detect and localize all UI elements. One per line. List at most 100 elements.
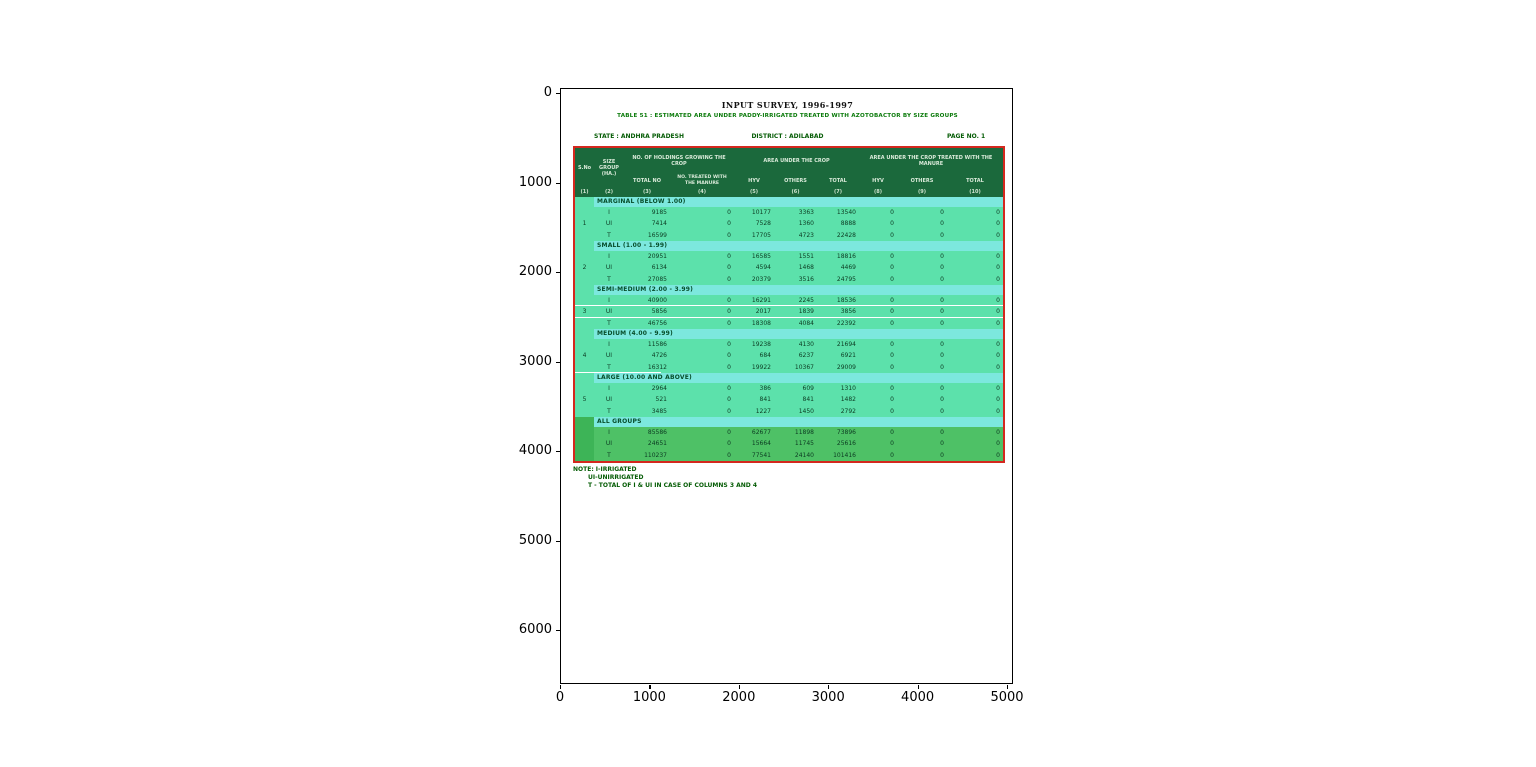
value-cell: 85586 [647,429,667,436]
note-line: UI-UNIRRIGATED [588,474,644,481]
value-cell: 0 [890,385,894,392]
col-number: (5) [749,189,759,196]
value-cell: 18536 [836,297,856,304]
size-group-band: MEDIUM (4.00 - 9.99) [575,329,1003,339]
value-cell: 21694 [836,341,856,348]
table-row: 5 UI 521 0 841 841 1482 0 0 0 [575,394,1003,406]
table-row: 2 UI 6134 0 4594 1468 4469 0 0 0 [575,262,1003,274]
value-cell: 0 [890,220,894,228]
value-cell: 40900 [647,297,667,304]
value-cell: 0 [890,363,894,371]
value-cell: 18308 [751,319,771,327]
value-cell: 1227 [755,407,771,415]
table-row: T 46756 0 18308 4084 22392 0 0 0 [575,317,1003,329]
table-body: MARGINAL (BELOW 1.00) I 9185 0 10177 3363 1354… [575,197,1003,461]
size-group-label: SMALL (1.00 - 1.99) [594,241,1003,251]
value-cell: 0 [996,253,1000,260]
value-cell: 2017 [755,308,771,316]
value-cell: 0 [727,264,731,272]
value-cell: 0 [727,396,731,404]
value-cell: 0 [940,253,944,260]
value-cell: 0 [727,451,731,459]
value-cell: 0 [727,231,731,239]
value-cell: 19922 [751,363,771,371]
y-tick-mark [556,630,560,632]
value-cell: 0 [940,319,944,327]
value-cell: 0 [940,407,944,415]
y-tick-mark [556,540,560,542]
row-type-cell: I [608,209,610,216]
value-cell: 0 [940,352,944,360]
group-number-cell [575,318,594,329]
value-cell: 4130 [798,341,814,348]
value-cell: 0 [727,363,731,371]
col-number: (10) [969,189,981,196]
group-number-cell [575,295,594,305]
value-cell: 11898 [794,429,814,436]
value-cell: 0 [940,385,944,392]
table-row: 1 UI 7414 0 7528 1360 8888 0 0 0 [575,218,1003,230]
header-no-treated: NO. TREATED WITH THE MANURE [677,175,727,186]
header-treated-total: TOTAL [966,177,984,184]
value-cell: 0 [890,319,894,327]
row-type-cell: T [607,231,611,239]
table-row: 3 UI 5856 0 2017 1839 3856 0 0 0 [575,306,1003,318]
group-number-cell: 1 [582,220,587,228]
y-tick-mark [556,361,560,363]
value-cell: 0 [996,407,1000,415]
value-cell: 0 [940,440,944,448]
value-cell: 1839 [798,308,814,316]
value-cell: 7414 [651,220,667,228]
value-cell: 0 [996,440,1000,448]
value-cell: 0 [890,308,894,316]
size-group-label: ALL GROUPS [594,417,1003,427]
value-cell: 24795 [836,275,856,283]
col-number: (2) [604,189,614,196]
scan-table-caption: TABLE 51 : ESTIMATED AREA UNDER PADDY-IR… [617,113,958,119]
value-cell: 4723 [798,231,814,239]
size-group-section: SMALL (1.00 - 1.99) I 20951 0 16585 1551 18816… [575,241,1003,285]
value-cell: 6134 [651,264,667,272]
y-tick-mark [556,93,560,95]
value-cell: 0 [940,308,944,316]
value-cell: 0 [727,385,731,392]
table-row: UI 24651 0 15664 11745 25616 0 0 0 [575,438,1003,450]
size-group-section: ALL GROUPS I 85586 0 62677 11898 73896 0 0 0 UI 246… [575,417,1003,461]
value-cell: 0 [727,352,731,360]
row-type-cell: I [608,385,610,392]
table-row: I 85586 0 62677 11898 73896 0 0 0 [575,427,1003,439]
value-cell: 0 [727,275,731,283]
header-sno: S.No [577,164,592,171]
value-cell: 25616 [836,440,856,448]
col-number: (9) [917,189,927,196]
table-row: T 16599 0 17705 4723 22428 0 0 0 [575,229,1003,241]
x-tick-mark [560,685,562,689]
size-group-band: SEMI-MEDIUM (2.00 - 3.99) [575,285,1003,295]
value-cell: 11586 [647,341,667,348]
value-cell: 7528 [755,220,771,228]
value-cell: 1482 [840,396,856,404]
value-cell: 0 [890,440,894,448]
note-line: T - TOTAL OF I & UI IN CASE OF COLUMNS 3… [588,482,758,489]
value-cell: 521 [655,396,667,404]
value-cell: 20951 [647,253,667,260]
value-cell: 3516 [798,275,814,283]
value-cell: 0 [996,319,1000,327]
group-number-cell [575,406,594,417]
value-cell: 1468 [798,264,814,272]
row-type-cell: UI [605,264,613,272]
x-tick-mark [738,685,741,689]
value-cell: 3856 [840,308,856,316]
y-tick-mark [556,451,560,453]
value-cell: 1450 [798,407,814,415]
col-number: (1) [580,189,589,196]
value-cell: 20379 [751,275,771,283]
value-cell: 77541 [751,451,771,459]
size-group-band: SMALL (1.00 - 1.99) [575,241,1003,251]
value-cell: 0 [940,264,944,272]
value-cell: 2964 [651,385,667,392]
value-cell: 27085 [647,275,667,283]
value-cell: 1551 [798,253,814,260]
table-row: T 27085 0 20379 3516 24795 0 0 0 [575,273,1003,285]
value-cell: 0 [996,308,1000,316]
